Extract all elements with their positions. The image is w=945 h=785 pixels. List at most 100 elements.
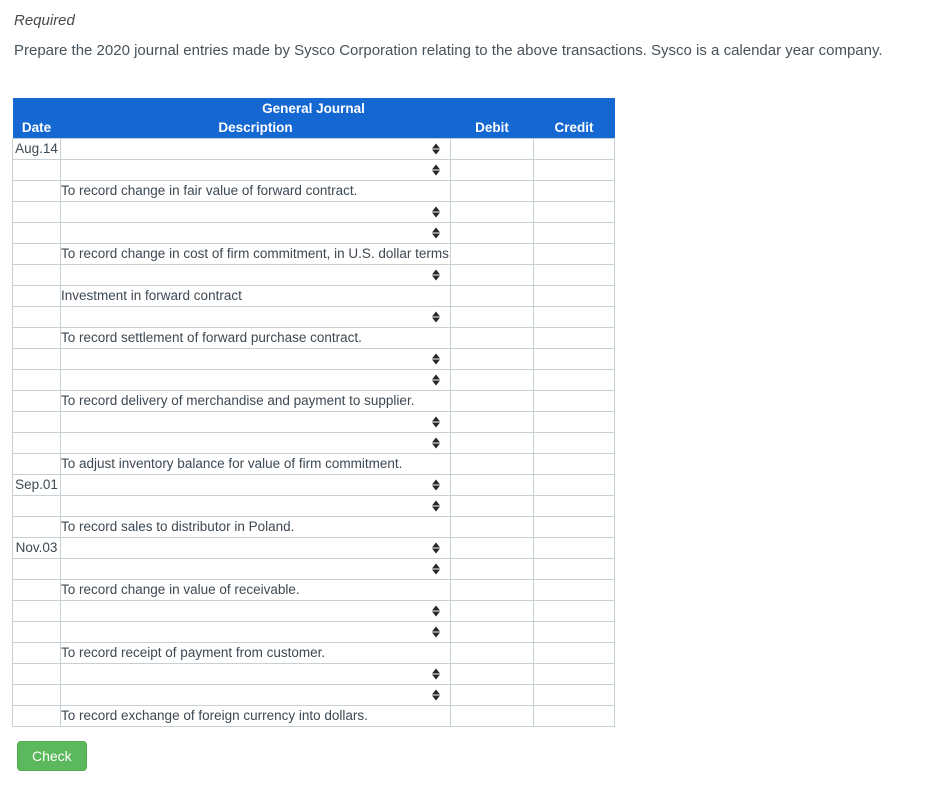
journal-row: To record change in value of receivable. (12, 578, 616, 601)
select-arrows-icon (432, 563, 440, 574)
credit-cell (532, 179, 616, 202)
account-select[interactable] (60, 347, 451, 370)
account-select[interactable] (60, 368, 451, 391)
check-button[interactable]: Check (17, 740, 87, 771)
journal-row (12, 200, 616, 223)
column-header-description: Description (60, 118, 451, 138)
credit-input[interactable] (532, 305, 616, 328)
date-cell (12, 557, 61, 580)
account-select[interactable] (60, 557, 451, 580)
account-select[interactable] (60, 473, 451, 496)
debit-input[interactable] (450, 200, 534, 223)
debit-input[interactable] (450, 431, 534, 454)
credit-input[interactable] (532, 557, 616, 580)
account-select[interactable] (60, 431, 451, 454)
credit-input[interactable] (532, 473, 616, 496)
debit-input[interactable] (450, 284, 534, 307)
journal-row (12, 368, 616, 391)
credit-input[interactable] (532, 158, 616, 181)
debit-input[interactable] (450, 557, 534, 580)
date-cell (12, 389, 61, 412)
debit-cell (450, 515, 534, 538)
journal-row (12, 221, 616, 244)
account-select[interactable] (60, 620, 451, 643)
credit-cell (532, 326, 616, 349)
date-cell (12, 221, 61, 244)
journal-row: To adjust inventory balance for value of… (12, 452, 616, 475)
credit-input[interactable] (532, 221, 616, 244)
debit-input[interactable] (450, 473, 534, 496)
account-select[interactable] (60, 536, 451, 559)
debit-input[interactable] (450, 620, 534, 643)
account-select[interactable] (60, 683, 451, 706)
credit-input[interactable] (532, 599, 616, 622)
select-arrows-icon (432, 311, 440, 322)
account-select[interactable] (60, 137, 451, 160)
date-cell (12, 200, 61, 223)
journal-row: To record delivery of merchandise and pa… (12, 389, 616, 412)
select-arrows-icon (432, 668, 440, 679)
date-cell (12, 683, 61, 706)
debit-input[interactable] (450, 347, 534, 370)
credit-input[interactable] (532, 137, 616, 160)
debit-input[interactable] (450, 137, 534, 160)
account-select[interactable] (60, 221, 451, 244)
select-arrows-icon (432, 500, 440, 511)
instruction-text: Prepare the 2020 journal entries made by… (14, 42, 883, 59)
credit-cell (532, 578, 616, 601)
credit-input[interactable] (532, 347, 616, 370)
credit-input[interactable] (532, 263, 616, 286)
credit-input[interactable] (532, 683, 616, 706)
debit-input[interactable] (450, 221, 534, 244)
account-select[interactable] (60, 599, 451, 622)
date-cell (12, 515, 61, 538)
date-cell: Sep.01 (12, 473, 61, 496)
select-arrows-icon (432, 542, 440, 553)
debit-input[interactable] (450, 494, 534, 517)
credit-input[interactable] (532, 284, 616, 307)
account-select[interactable] (60, 305, 451, 328)
credit-input[interactable] (532, 662, 616, 685)
debit-input[interactable] (450, 305, 534, 328)
date-cell: Aug.14 (12, 137, 61, 160)
select-arrows-icon (432, 437, 440, 448)
debit-input[interactable] (450, 410, 534, 433)
date-cell (12, 242, 61, 265)
debit-input[interactable] (450, 662, 534, 685)
date-cell (12, 347, 61, 370)
required-heading: Required (14, 12, 75, 29)
credit-input[interactable] (532, 368, 616, 391)
credit-input[interactable] (532, 200, 616, 223)
journal-row (12, 620, 616, 643)
date-cell (12, 410, 61, 433)
debit-input[interactable] (450, 368, 534, 391)
journal-row (12, 599, 616, 622)
debit-input[interactable] (450, 599, 534, 622)
account-select[interactable] (60, 410, 451, 433)
debit-input[interactable] (450, 263, 534, 286)
memo-text: To record settlement of forward purchase… (60, 326, 451, 349)
account-select[interactable] (60, 158, 451, 181)
credit-input[interactable] (532, 410, 616, 433)
journal-row (12, 347, 616, 370)
account-select[interactable] (60, 494, 451, 517)
account-select[interactable] (60, 263, 451, 286)
credit-input[interactable] (532, 494, 616, 517)
account-text: Investment in forward contract (60, 284, 451, 307)
credit-input[interactable] (532, 536, 616, 559)
memo-text: To adjust inventory balance for value of… (60, 452, 451, 475)
column-header-date: Date (12, 118, 61, 138)
select-arrows-icon (432, 479, 440, 490)
credit-cell (532, 704, 616, 727)
account-select[interactable] (60, 662, 451, 685)
credit-input[interactable] (532, 431, 616, 454)
debit-input[interactable] (450, 536, 534, 559)
journal-row: Investment in forward contract (12, 284, 616, 307)
credit-input[interactable] (532, 620, 616, 643)
debit-input[interactable] (450, 683, 534, 706)
account-select[interactable] (60, 200, 451, 223)
debit-input[interactable] (450, 158, 534, 181)
column-header-credit: Credit (533, 118, 615, 138)
memo-text: To record delivery of merchandise and pa… (60, 389, 451, 412)
